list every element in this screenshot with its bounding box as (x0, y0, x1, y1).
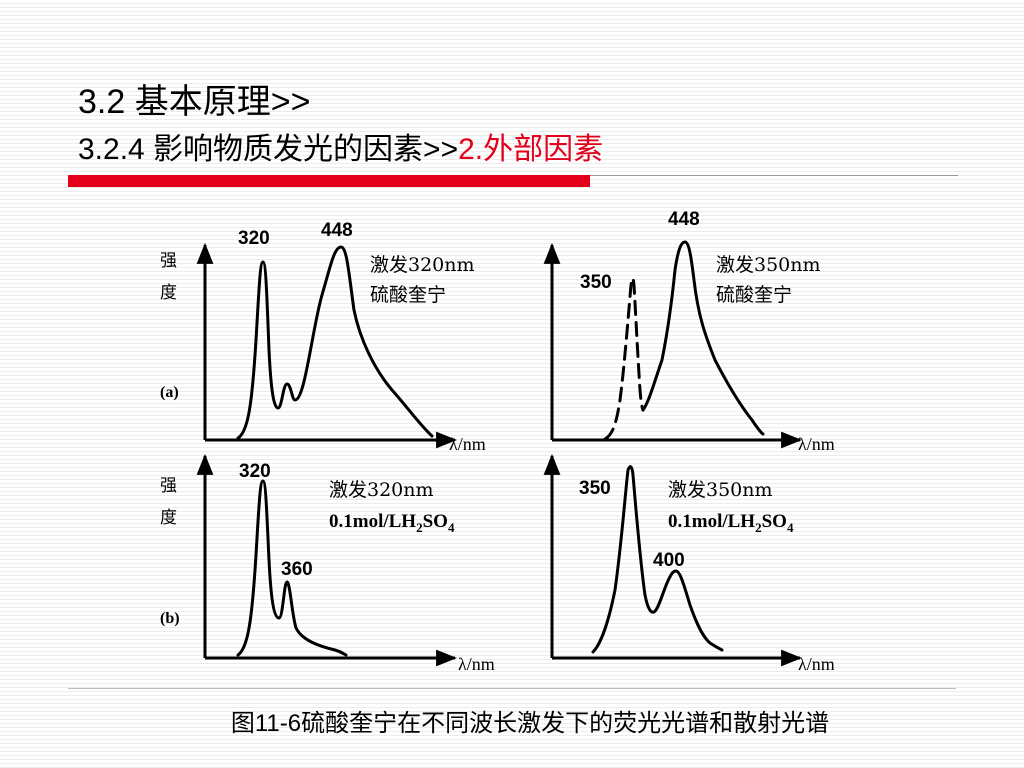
solvent-part: 0.1mol/LH (329, 511, 416, 532)
peak-label: 448 (668, 209, 700, 230)
curve-b2 (591, 465, 724, 654)
figure-caption: 图11-6硫酸奎宁在不同波长激发下的荧光光谱和散射光谱 (230, 710, 830, 737)
solvent-sub: 4 (448, 520, 455, 535)
spectra-figure: 强 度 强 度 (a) (b) λ/nm λ/nm λ/nm λ/nm 320 … (160, 209, 835, 674)
title-divider-line (590, 175, 958, 176)
xlabel-unit: /nm (467, 654, 495, 674)
xlabel-a2: λ/nm (798, 434, 835, 454)
note-excitation: 激发320nm (370, 254, 475, 276)
lambda-symbol: λ (458, 654, 467, 674)
note-excitation: 激发350nm (668, 479, 773, 501)
solvent-part: SO (762, 511, 787, 532)
solvent-part: SO (423, 511, 448, 532)
solvent-sub: 4 (787, 520, 794, 535)
solvent-part: 0.1mol/LH (668, 511, 755, 532)
curve-a1 (236, 245, 434, 440)
peak-label: 400 (653, 550, 685, 571)
peak-label: 360 (281, 559, 313, 580)
xlabel-b2: λ/nm (798, 654, 835, 674)
slide-subtitle: 3.2.4 影响物质发光的因素>>2.外部因素 (78, 124, 603, 168)
xlabel-unit: /nm (807, 434, 835, 454)
curve-a2-solid (641, 240, 765, 436)
xlabel-a1: λ/nm (449, 434, 486, 454)
note-excitation: 激发350nm (716, 254, 821, 276)
peak-label: 320 (238, 228, 270, 249)
ylabel-a-char1: 强 (160, 251, 177, 271)
ylabel-b-char2: 度 (160, 508, 177, 528)
slide-title: 3.2 基本原理>> (78, 83, 311, 121)
note-sample: 硫酸奎宁 (370, 284, 446, 306)
solvent-sub: 2 (755, 520, 762, 535)
lambda-symbol: λ (449, 434, 458, 454)
curve-a2-dashed (603, 276, 645, 441)
peak-label: 448 (321, 220, 353, 241)
peak-label: 350 (579, 478, 611, 499)
note-solvent: 0.1mol/LH2SO4 (329, 511, 455, 535)
note-excitation: 激发320nm (329, 479, 434, 501)
lambda-symbol: λ (798, 654, 807, 674)
note-solvent: 0.1mol/LH2SO4 (668, 511, 794, 535)
row-label-a: (a) (160, 384, 179, 401)
title-accent-bar (68, 175, 590, 187)
lambda-symbol: λ (798, 434, 807, 454)
ylabel-a-char2: 度 (160, 283, 177, 303)
peak-label: 350 (580, 272, 612, 293)
solvent-sub: 2 (416, 520, 423, 535)
xlabel-unit: /nm (458, 434, 486, 454)
note-sample: 硫酸奎宁 (716, 284, 792, 306)
caption-divider (68, 688, 956, 689)
peak-label: 320 (239, 461, 271, 482)
subtitle-highlight: 2.外部因素 (458, 133, 604, 166)
subtitle-prefix: 3.2.4 影响物质发光的因素>> (78, 133, 459, 166)
ylabel-b-char1: 强 (160, 476, 177, 496)
curve-b1 (236, 479, 348, 657)
xlabel-b1: λ/nm (458, 654, 495, 674)
row-label-b: (b) (160, 610, 180, 627)
xlabel-unit: /nm (807, 654, 835, 674)
